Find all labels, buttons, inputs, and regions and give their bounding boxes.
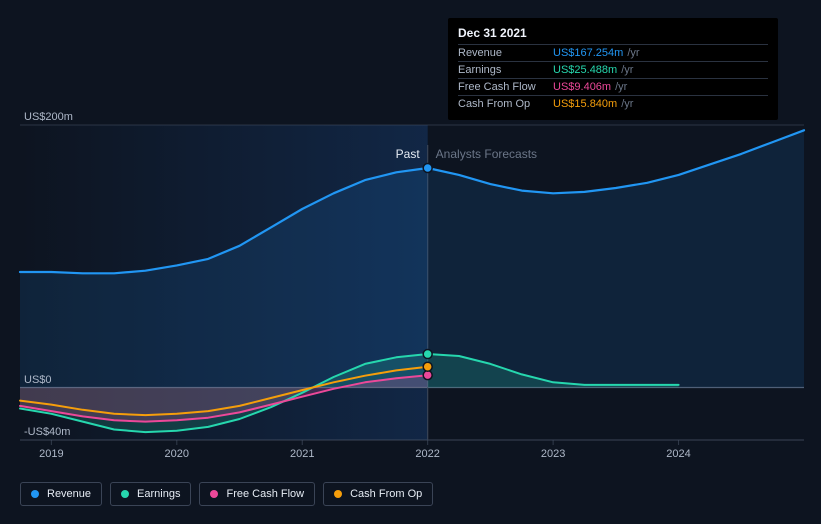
tooltip-unit: /yr	[615, 81, 627, 93]
legend-label: Free Cash Flow	[226, 488, 304, 500]
x-axis-label: 2024	[666, 448, 690, 460]
financials-chart: US$200m US$0 -US$40m 2019 2020 2021 2022 2023 2…	[0, 0, 821, 524]
legend-dot-icon	[210, 490, 218, 498]
y-axis-label: US$0	[24, 374, 52, 386]
legend-label: Cash From Op	[350, 488, 422, 500]
legend-item-earnings[interactable]: Earnings	[110, 482, 191, 506]
y-axis-label: US$200m	[24, 111, 73, 123]
y-axis-label: -US$40m	[24, 426, 70, 438]
tooltip-metric-label: Free Cash Flow	[458, 81, 553, 93]
x-axis-label: 2023	[541, 448, 565, 460]
tooltip-metric-value: US$167.254m	[553, 47, 623, 59]
tooltip-date: Dec 31 2021	[458, 26, 768, 44]
x-axis-label: 2020	[165, 448, 189, 460]
legend-dot-icon	[31, 490, 39, 498]
tooltip-row: EarningsUS$25.488m/yr	[458, 61, 768, 78]
tooltip-metric-value: US$9.406m	[553, 81, 611, 93]
tooltip-unit: /yr	[627, 47, 639, 59]
past-section-label: Past	[396, 147, 420, 161]
tooltip-metric-label: Revenue	[458, 47, 553, 59]
forecast-section-label: Analysts Forecasts	[436, 147, 537, 161]
tooltip-metric-label: Cash From Op	[458, 98, 553, 110]
legend-label: Revenue	[47, 488, 91, 500]
x-axis-label: 2019	[39, 448, 63, 460]
data-tooltip: Dec 31 2021 RevenueUS$167.254m/yrEarning…	[448, 18, 778, 120]
legend-dot-icon	[121, 490, 129, 498]
tooltip-unit: /yr	[621, 64, 633, 76]
tooltip-row: Free Cash FlowUS$9.406m/yr	[458, 78, 768, 95]
tooltip-metric-value: US$25.488m	[553, 64, 617, 76]
x-axis-label: 2021	[290, 448, 314, 460]
legend-item-revenue[interactable]: Revenue	[20, 482, 102, 506]
legend-dot-icon	[334, 490, 342, 498]
legend-item-cash-from-op[interactable]: Cash From Op	[323, 482, 433, 506]
tooltip-row: RevenueUS$167.254m/yr	[458, 44, 768, 61]
chart-legend: Revenue Earnings Free Cash Flow Cash From O…	[20, 482, 433, 506]
tooltip-row: Cash From OpUS$15.840m/yr	[458, 95, 768, 112]
legend-label: Earnings	[137, 488, 180, 500]
tooltip-metric-value: US$15.840m	[553, 98, 617, 110]
x-axis-label: 2022	[415, 448, 439, 460]
legend-item-free-cash-flow[interactable]: Free Cash Flow	[199, 482, 315, 506]
tooltip-metric-label: Earnings	[458, 64, 553, 76]
tooltip-unit: /yr	[621, 98, 633, 110]
